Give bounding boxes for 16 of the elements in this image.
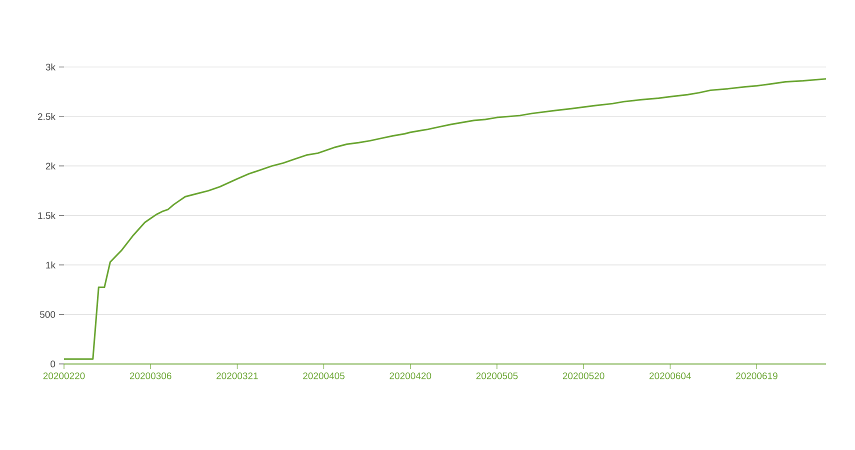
x-tick-label: 20200306 xyxy=(130,372,172,380)
y-tick-label: 500 xyxy=(40,311,56,318)
x-tick-label: 20200505 xyxy=(476,372,518,380)
x-tick-label: 20200220 xyxy=(43,372,85,380)
y-tick-label: 2.5k xyxy=(38,112,56,120)
x-tick-label: 20200321 xyxy=(216,372,258,380)
y-tick-label: 1.5k xyxy=(38,212,56,219)
y-tick-label: 0 xyxy=(50,360,56,368)
x-tick-label: 20200520 xyxy=(562,372,604,380)
y-tick-label: 2k xyxy=(46,162,56,170)
x-tick-label: 20200405 xyxy=(303,372,345,380)
x-tick-label: 20200619 xyxy=(736,372,778,380)
x-tick-label: 20200604 xyxy=(649,372,691,380)
x-tick-label: 20200420 xyxy=(390,372,432,380)
y-tick-label: 3k xyxy=(46,63,56,70)
y-tick-label: 1k xyxy=(46,262,56,268)
